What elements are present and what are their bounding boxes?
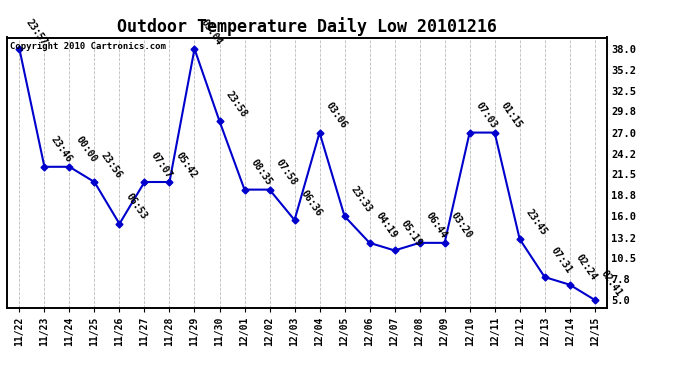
Text: 07:58: 07:58 bbox=[274, 158, 299, 188]
Text: 03:04: 03:04 bbox=[199, 17, 224, 47]
Text: 23:56: 23:56 bbox=[99, 150, 124, 180]
Text: 06:44: 06:44 bbox=[424, 211, 448, 241]
Text: 08:35: 08:35 bbox=[248, 158, 274, 188]
Text: 23:33: 23:33 bbox=[348, 184, 374, 214]
Text: 05:19: 05:19 bbox=[399, 219, 424, 248]
Title: Outdoor Temperature Daily Low 20101216: Outdoor Temperature Daily Low 20101216 bbox=[117, 17, 497, 36]
Text: 01:15: 01:15 bbox=[499, 100, 524, 130]
Text: 07:03: 07:03 bbox=[474, 100, 499, 130]
Text: 02:24: 02:24 bbox=[574, 253, 599, 282]
Text: 03:06: 03:06 bbox=[324, 100, 348, 130]
Text: 06:53: 06:53 bbox=[124, 192, 148, 222]
Text: 23:45: 23:45 bbox=[524, 207, 549, 237]
Text: 02:41: 02:41 bbox=[599, 268, 624, 298]
Text: 04:19: 04:19 bbox=[374, 211, 399, 241]
Text: 23:57: 23:57 bbox=[23, 17, 48, 47]
Text: 03:20: 03:20 bbox=[448, 211, 474, 241]
Text: 23:58: 23:58 bbox=[224, 89, 248, 119]
Text: 05:42: 05:42 bbox=[174, 150, 199, 180]
Text: 07:31: 07:31 bbox=[549, 245, 574, 275]
Text: 00:00: 00:00 bbox=[74, 135, 99, 165]
Text: 23:46: 23:46 bbox=[48, 135, 74, 165]
Text: 06:36: 06:36 bbox=[299, 188, 324, 218]
Text: 07:07: 07:07 bbox=[148, 150, 174, 180]
Text: Copyright 2010 Cartronics.com: Copyright 2010 Cartronics.com bbox=[10, 42, 166, 51]
